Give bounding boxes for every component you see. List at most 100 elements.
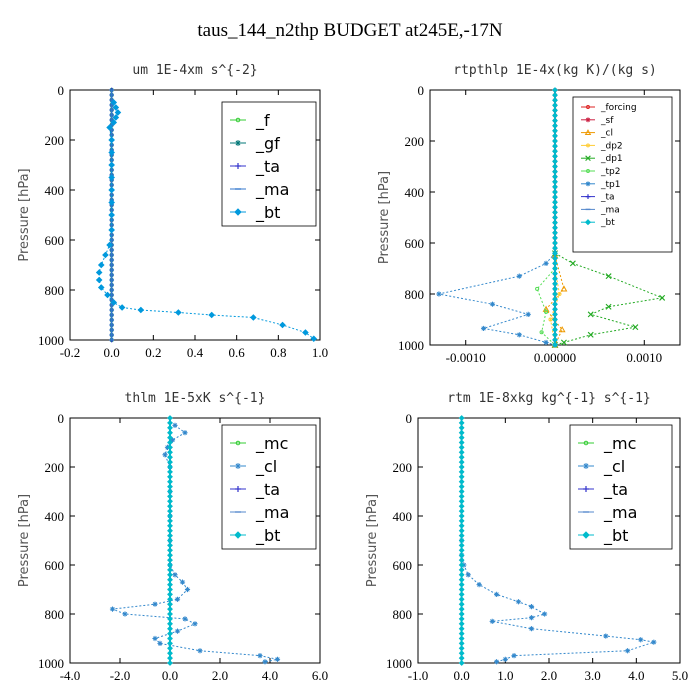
data-point xyxy=(458,513,465,519)
legend-label: _cl xyxy=(603,457,625,477)
data-point xyxy=(511,653,517,659)
x-tick-label: 0.8 xyxy=(270,345,286,360)
chart-panel-1: um 1E-4xm s^{-2} Pressure [hPa] -0.2 0.0 0.2… xyxy=(17,63,328,360)
data-point xyxy=(605,303,612,310)
x-tick-label: 2.0 xyxy=(212,668,228,683)
x-tick-label: 0.0010 xyxy=(626,350,662,365)
y-tick-label: 600 xyxy=(393,558,413,573)
data-point xyxy=(114,109,122,116)
legend-label: _bt xyxy=(255,203,280,223)
data-point xyxy=(110,99,118,106)
y-tick-label: 400 xyxy=(45,183,65,198)
data-point xyxy=(108,199,115,206)
data-point xyxy=(112,114,120,121)
data-point xyxy=(108,174,115,181)
x-tick-label: -0.2 xyxy=(60,345,81,360)
legend-marker xyxy=(234,208,242,216)
legend-marker xyxy=(235,163,241,169)
x-tick-label: 4.0 xyxy=(262,668,278,683)
data-point xyxy=(560,285,568,292)
x-tick-label: 1.0 xyxy=(312,345,328,360)
series-bt xyxy=(95,99,318,343)
data-point xyxy=(175,309,182,316)
data-point xyxy=(112,104,120,111)
data-point xyxy=(528,626,535,632)
data-point xyxy=(458,429,465,436)
series-line xyxy=(112,424,278,663)
data-point xyxy=(544,309,549,314)
legend-label: _ma xyxy=(255,180,289,200)
x-tick-label: -1.0 xyxy=(408,668,429,683)
legend-marker xyxy=(583,440,589,446)
legend-label: _ma xyxy=(603,503,637,523)
data-point xyxy=(167,655,173,662)
legend-marker xyxy=(235,440,241,446)
legend-box xyxy=(572,96,673,253)
panel-title: rtpthlp 1E-4x(kg K)/(kg s) xyxy=(453,63,657,78)
data-point xyxy=(552,148,558,155)
data-point xyxy=(97,284,105,291)
data-point xyxy=(552,112,558,119)
data-point xyxy=(465,572,471,578)
legend-marker xyxy=(234,531,242,539)
x-tick-label: -0.0010 xyxy=(446,350,486,365)
data-point xyxy=(560,339,567,346)
legend-label: _gf xyxy=(255,134,280,154)
series-line xyxy=(550,268,560,346)
data-point xyxy=(458,419,465,426)
data-point xyxy=(552,127,558,134)
legend-label: _bt xyxy=(600,218,615,228)
data-point xyxy=(182,430,188,436)
data-point xyxy=(528,615,535,621)
data-point xyxy=(167,532,173,539)
legend-label: _bt xyxy=(603,526,628,546)
data-point xyxy=(262,659,268,665)
data-point xyxy=(184,586,191,593)
y-axis-label: Pressure [hPa] xyxy=(365,494,380,587)
data-point xyxy=(167,601,173,608)
legend-label: _ma xyxy=(600,205,620,215)
data-point xyxy=(279,321,286,329)
data-point xyxy=(458,503,465,510)
panel-title: thlm 1E-5xK s^{-1} xyxy=(125,391,266,406)
data-point xyxy=(458,439,465,446)
x-tick-label: 0.6 xyxy=(229,345,246,360)
data-point xyxy=(167,503,173,510)
data-point xyxy=(167,576,173,583)
chart-panel-3: thlm 1E-5xK s^{-1} Pressure [hPa] -4.0 -2.0… xyxy=(17,391,328,683)
data-point xyxy=(157,640,163,646)
legend-label: _forcing xyxy=(600,103,637,113)
x-tick-label: 6.0 xyxy=(312,668,328,683)
data-point xyxy=(458,444,465,451)
y-tick-label: 1000 xyxy=(386,656,412,671)
data-point xyxy=(552,219,558,226)
legend-marker xyxy=(583,486,589,492)
data-point xyxy=(167,566,173,573)
data-point xyxy=(525,311,531,317)
legend-label: _cl xyxy=(255,457,277,477)
x-tick-label: -4.0 xyxy=(60,668,81,683)
data-point xyxy=(167,473,173,480)
data-point xyxy=(651,639,657,645)
data-point xyxy=(489,618,495,624)
data-point xyxy=(108,161,115,169)
data-point xyxy=(552,270,558,277)
data-point xyxy=(535,286,540,291)
data-point xyxy=(458,615,465,622)
data-point xyxy=(167,557,173,564)
data-point xyxy=(552,92,558,99)
legend-label: _dp1 xyxy=(600,154,623,164)
legend-marker xyxy=(585,117,591,123)
data-point xyxy=(108,149,115,156)
legend-marker xyxy=(582,531,590,539)
data-point xyxy=(552,122,558,129)
data-point xyxy=(543,339,549,346)
y-tick-label: 1000 xyxy=(38,333,64,348)
data-point xyxy=(102,251,109,259)
legend-marker xyxy=(586,169,590,173)
x-tick-label: 4.0 xyxy=(628,668,644,683)
data-point xyxy=(95,276,103,284)
legend-marker xyxy=(235,463,241,469)
data-point xyxy=(110,299,118,306)
y-tick-label: 0 xyxy=(58,83,65,98)
